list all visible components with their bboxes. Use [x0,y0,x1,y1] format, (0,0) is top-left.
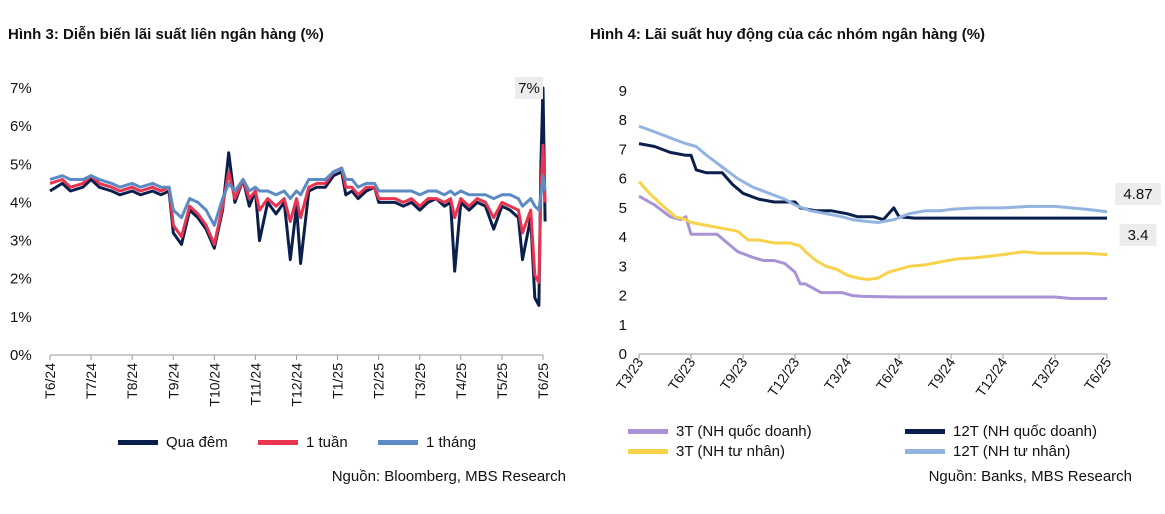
y-tick-label: 5 [619,200,627,217]
series-line-3T-(NH-quốc-doanh) [638,194,1107,300]
y-tick-label: 6% [10,118,32,135]
data-label: 7% [515,77,543,99]
y-tick-label: 3 [619,258,627,275]
series-line-12T-(NH-tư-nhân) [638,124,1108,224]
source-note: Nguồn: Bloomberg, MBS Research [331,468,566,485]
x-tick-label: T2/25 [371,363,387,399]
y-tick-label: 4 [619,229,627,246]
x-tick-label: T12/23 [764,354,802,399]
series-line-3T-(NH-tư-nhân) [637,180,1108,281]
y-tick-label: 1 [619,317,627,334]
x-tick-label: T6/25 [535,363,551,399]
x-tick-label: T10/24 [206,363,222,407]
x-tick-label: T5/25 [494,363,510,399]
series-line-Qua-đêm [49,86,547,307]
chart-title: Hình 3: Diễn biến lãi suất liên ngân hàn… [8,26,324,43]
legend-item-1-tuan: 1 tuần [258,434,348,451]
legend-swatch [118,440,158,445]
y-tick-label: 1% [10,309,32,326]
y-tick-label: 9 [619,83,627,100]
legend-item-12t-tu-nhan: 12T (NH tư nhân) [905,443,1070,460]
y-tick-label: 6 [619,171,627,188]
x-tick-label: T11/24 [247,363,263,406]
y-tick-label: 0 [619,346,627,363]
series-line-1-tuần [49,143,547,284]
x-tick-label: T9/23 [717,354,751,393]
chart-panel-interbank: Hình 3: Diễn biến lãi suất liên ngân hàn… [0,0,580,514]
data-label-text: 7% [518,80,540,97]
legend-label: 1 tuần [306,434,348,451]
data-label-bg [1115,183,1161,205]
x-tick-label: T3/24 [821,354,855,393]
data-label-bg [515,77,543,99]
legend-label: Qua đêm [166,434,228,451]
legend-swatch [905,429,945,434]
data-label: 4.87 [1115,183,1161,205]
y-tick-label: 2% [10,271,32,288]
y-tick-label: 5% [10,156,32,173]
legend-label: 3T (NH quốc doanh) [676,423,812,440]
chart-panel-deposit-rates: Hình 4: Lãi suất huy động của các nhóm n… [580,0,1165,514]
y-tick-label: 0% [10,347,32,364]
legend-item-1-thang: 1 tháng [378,434,476,451]
legend-swatch [628,449,668,454]
legend-item-3t-tu-nhan: 3T (NH tư nhân) [628,443,785,460]
data-label-text: 4.87 [1123,186,1152,203]
x-tick-label: T12/24 [972,354,1010,399]
y-tick-label: 2 [619,288,627,305]
x-tick-label: T6/24 [873,354,907,393]
x-tick-label: T3/25 [1029,354,1063,393]
data-label-bg [1119,224,1157,246]
legend-label: 1 tháng [426,434,477,451]
y-tick-label: 3% [10,233,32,250]
legend-label: 3T (NH tư nhân) [676,443,785,460]
legend-swatch [628,429,668,434]
legend-item-12t-quoc-doanh: 12T (NH quốc doanh) [905,423,1097,440]
series-line-12T-(NH-quốc-doanh) [638,142,1107,222]
legend-swatch [258,440,298,445]
interbank-rate-chart: 0% 1% 2% 3% 4% 5% 6% 7% T6/24 T7/24 T8/24 T9/24 T10/… [10,77,551,407]
legend-item-qua-dem: Qua đêm [118,434,228,451]
legend-item-3t-quoc-doanh: 3T (NH quốc doanh) [628,423,812,440]
x-tick-label: T1/25 [330,363,346,399]
y-tick-label: 4% [10,194,32,211]
legend-label: 12T (NH quốc doanh) [953,423,1097,440]
legend-swatch [378,440,418,445]
source-note: Nguồn: Banks, MBS Research [928,468,1132,485]
y-tick-label: 7 [619,141,627,158]
x-tick-label: T12/24 [289,363,305,407]
y-tick-label: 8 [619,112,627,129]
x-tick-label: T9/24 [925,354,959,393]
data-label: 3.4 [1119,224,1157,246]
series-line-1-tháng [49,166,547,227]
legend-swatch [905,449,945,454]
chart-title: Hình 4: Lãi suất huy động của các nhóm n… [590,26,986,43]
x-tick-label: T9/24 [165,363,181,399]
x-tick-label: T8/24 [124,363,140,399]
x-tick-label: T6/23 [665,354,699,393]
x-tick-label: T7/24 [83,363,99,399]
data-label-text: 3.4 [1128,227,1149,244]
legend-label: 12T (NH tư nhân) [953,443,1071,460]
y-tick-label: 7% [10,80,32,97]
x-tick-label: T3/25 [412,363,428,399]
x-tick-label: T6/25 [1081,354,1115,393]
x-tick-label: T6/24 [42,363,58,399]
x-tick-label: T4/25 [453,363,469,399]
